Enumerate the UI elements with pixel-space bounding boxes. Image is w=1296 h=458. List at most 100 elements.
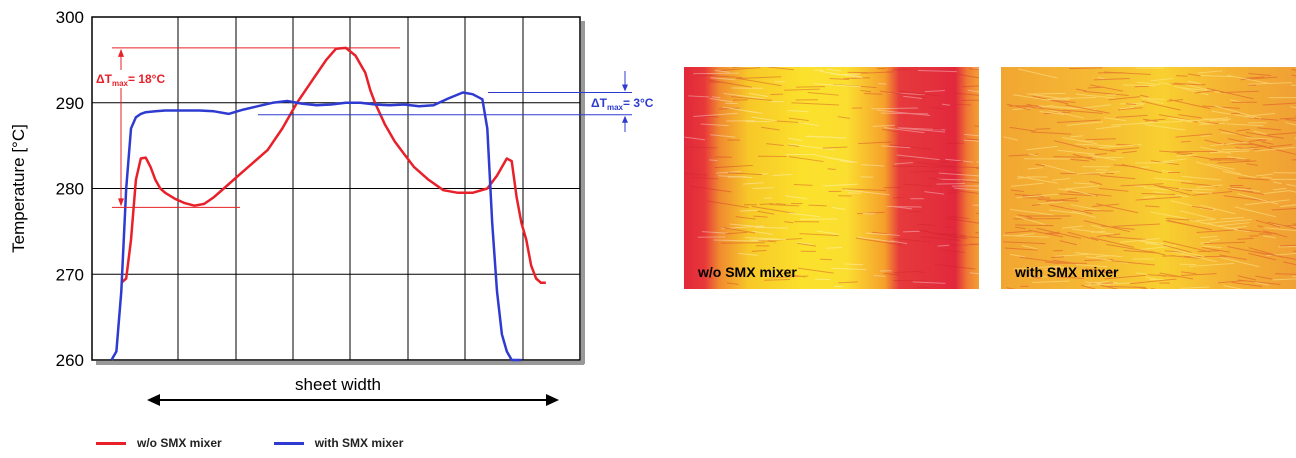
- thermal-streak: [1123, 249, 1160, 254]
- thermal-streak: [1187, 73, 1201, 77]
- thermal-streak: [723, 227, 756, 234]
- thermal-streak: [1181, 87, 1207, 92]
- thermal-streak: [761, 126, 780, 131]
- thermal-streak: [1037, 106, 1085, 119]
- thermal-streak: [727, 176, 747, 178]
- thermal-streak: [1010, 189, 1024, 193]
- thermal-streak: [1279, 204, 1290, 208]
- thermal-streak: [1112, 223, 1161, 227]
- thermal-streak: [1005, 230, 1033, 234]
- thermal-streak: [1209, 238, 1220, 242]
- thermal-streak: [903, 183, 933, 187]
- thermal-streak: [1200, 135, 1211, 137]
- thermal-streak: [1154, 177, 1192, 183]
- thermal-streak: [1199, 241, 1211, 244]
- thermal-streak: [1164, 250, 1183, 253]
- thermal-streak: [1003, 136, 1018, 141]
- thermal-streak: [708, 79, 752, 88]
- thermal-streak: [1227, 225, 1247, 230]
- thermal-streak: [788, 212, 820, 218]
- thermal-streak: [1224, 227, 1248, 232]
- thermal-streak: [1227, 188, 1265, 195]
- thermal-streak: [1027, 167, 1043, 170]
- thermal-streak: [1069, 67, 1103, 70]
- thermal-streak: [858, 141, 892, 145]
- thermal-streak: [963, 243, 979, 246]
- thermal-streak: [690, 185, 732, 193]
- thermal-streak: [1137, 245, 1177, 251]
- thermal-streak: [1227, 138, 1265, 147]
- thermal-streak: [1129, 103, 1144, 107]
- thermal-streak: [1261, 141, 1274, 145]
- thermal-streak: [1052, 178, 1071, 181]
- thermal-streak: [787, 137, 803, 141]
- thermal-streak: [1053, 106, 1097, 111]
- thermal-streak: [1019, 256, 1067, 264]
- thermal-streak: [739, 209, 759, 212]
- thermal-streak: [844, 189, 890, 196]
- thermal-streak: [1093, 77, 1130, 81]
- thermal-streak: [736, 108, 756, 113]
- thermal-streak: [797, 267, 834, 274]
- y-tick-label-260: 260: [56, 351, 84, 370]
- thermal-streak: [880, 112, 929, 115]
- thermal-streak: [1095, 255, 1114, 258]
- thermal-streak: [820, 70, 863, 79]
- thermal-label-without-mixer: w/o SMX mixer: [698, 264, 797, 280]
- thermal-streak: [1048, 99, 1070, 101]
- thermal-streak: [844, 263, 863, 266]
- thermal-streak: [1253, 143, 1296, 155]
- thermal-streak: [787, 110, 809, 113]
- thermal-streak: [1176, 75, 1188, 77]
- thermal-streak: [793, 184, 813, 186]
- thermal-streak: [788, 117, 809, 122]
- thermal-streak: [1094, 152, 1107, 156]
- thermal-streak: [1135, 196, 1182, 201]
- thermal-streak: [709, 134, 736, 138]
- thermal-streak: [1135, 161, 1175, 164]
- thermal-streak: [1103, 117, 1127, 122]
- thermal-streak: [1072, 211, 1096, 219]
- thermal-streak: [1286, 183, 1296, 187]
- thermal-streak: [1157, 274, 1166, 278]
- thermal-streak: [772, 173, 793, 176]
- thermal-streak: [944, 170, 963, 174]
- thermal-streak: [1006, 287, 1016, 289]
- thermal-streak: [1022, 244, 1038, 250]
- thermal-streak: [1223, 143, 1258, 146]
- thermal-streak: [871, 107, 918, 110]
- thermal-streak: [1181, 82, 1223, 94]
- plot-frame: [91, 16, 581, 361]
- thermal-streak: [787, 143, 835, 151]
- thermal-streak: [1116, 143, 1138, 147]
- thermal-streak: [886, 205, 922, 208]
- thermal-streak: [769, 204, 800, 207]
- thermal-streak: [1063, 109, 1103, 114]
- thermal-streak: [1022, 197, 1050, 199]
- thermal-streak: [1041, 163, 1076, 174]
- thermal-streak: [924, 191, 945, 195]
- chart-legend: w/o SMX mixer with SMX mixer: [96, 436, 455, 450]
- thermal-streak: [890, 240, 908, 245]
- thermal-streak: [1083, 220, 1131, 233]
- thermal-streak: [1193, 219, 1214, 222]
- thermal-streak: [1002, 241, 1046, 245]
- thermal-streak: [1087, 86, 1104, 89]
- thermal-streak: [1130, 184, 1146, 188]
- thermal-streak: [1015, 224, 1054, 227]
- thermal-streak: [1237, 275, 1257, 281]
- thermal-streak: [842, 188, 887, 192]
- thermal-streak: [1218, 254, 1247, 261]
- thermal-streak: [1280, 244, 1296, 247]
- thermal-streak: [835, 73, 860, 76]
- thermal-streak: [884, 127, 925, 134]
- thermal-streak: [1246, 163, 1259, 166]
- thermal-streak: [737, 76, 782, 80]
- thermal-streak: [1217, 280, 1246, 284]
- thermal-streak: [1126, 103, 1137, 105]
- thermal-streak: [718, 107, 740, 110]
- thermal-streak: [1141, 98, 1165, 101]
- thermal-streak: [1255, 173, 1273, 177]
- thermal-streak: [1192, 191, 1233, 196]
- thermal-streak: [1121, 150, 1137, 154]
